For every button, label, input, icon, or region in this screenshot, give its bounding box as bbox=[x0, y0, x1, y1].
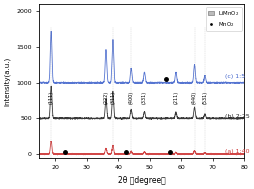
Text: (211): (211) bbox=[173, 91, 178, 104]
Legend: LiMnO$_2$, MnO$_2$: LiMnO$_2$, MnO$_2$ bbox=[205, 7, 241, 31]
Text: (400): (400) bbox=[128, 91, 133, 104]
Y-axis label: Intensity(a.u.): Intensity(a.u.) bbox=[4, 56, 11, 105]
Text: (b) 2:25: (b) 2:25 bbox=[225, 114, 249, 119]
X-axis label: 2θ （degree）: 2θ （degree） bbox=[118, 176, 165, 185]
Text: (531): (531) bbox=[202, 91, 207, 104]
Text: (c) 1:5: (c) 1:5 bbox=[225, 74, 245, 80]
Text: (440): (440) bbox=[191, 91, 196, 104]
Text: (222): (222) bbox=[103, 91, 108, 104]
Text: (111): (111) bbox=[49, 91, 53, 104]
Text: (311): (311) bbox=[110, 91, 115, 104]
Text: (331): (331) bbox=[141, 91, 146, 104]
Text: (a) 1:40: (a) 1:40 bbox=[225, 149, 249, 154]
